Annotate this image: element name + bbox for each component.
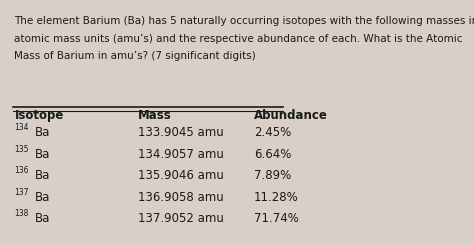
Text: 134.9057 amu: 134.9057 amu [138,148,224,161]
Text: 133.9045 amu: 133.9045 amu [138,126,223,139]
Text: 135.9046 amu: 135.9046 amu [138,169,224,182]
Text: Mass: Mass [138,109,172,122]
Text: Isotope: Isotope [15,109,64,122]
Text: Ba: Ba [35,148,50,161]
Text: 138: 138 [15,209,29,219]
Text: 136: 136 [15,166,29,175]
Text: Ba: Ba [35,191,50,204]
Text: Mass of Barium in amu’s? (7 significant digits): Mass of Barium in amu’s? (7 significant … [15,51,256,61]
Text: 6.64%: 6.64% [254,148,291,161]
Text: 137.9052 amu: 137.9052 amu [138,212,224,225]
Text: 134: 134 [15,123,29,132]
Text: 71.74%: 71.74% [254,212,299,225]
Text: Ba: Ba [35,212,50,225]
Text: Abundance: Abundance [254,109,328,122]
Text: 11.28%: 11.28% [254,191,299,204]
Text: Ba: Ba [35,126,50,139]
Text: 135: 135 [15,145,29,154]
Text: atomic mass units (amu’s) and the respective abundance of each. What is the Atom: atomic mass units (amu’s) and the respec… [15,34,463,44]
Text: Ba: Ba [35,169,50,182]
Text: 137: 137 [15,188,29,197]
Text: 136.9058 amu: 136.9058 amu [138,191,223,204]
Text: 7.89%: 7.89% [254,169,291,182]
Text: 2.45%: 2.45% [254,126,291,139]
Text: The element Barium (Ba) has 5 naturally occurring isotopes with the following ma: The element Barium (Ba) has 5 naturally … [15,16,474,26]
